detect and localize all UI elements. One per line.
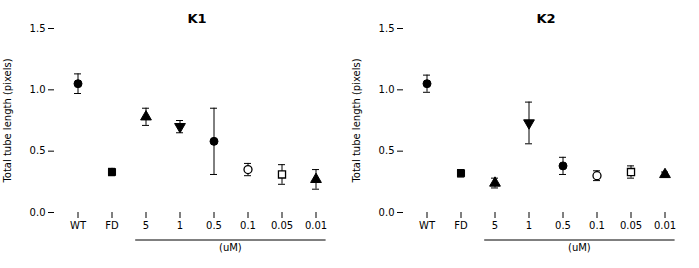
- svg-text:1.5: 1.5: [30, 23, 46, 34]
- svg-text:K2: K2: [536, 11, 555, 26]
- svg-text:0.5: 0.5: [555, 220, 571, 231]
- svg-text:Total tube length (pixels): Total tube length (pixels): [351, 58, 362, 183]
- svg-text:1: 1: [526, 220, 532, 231]
- svg-text:FD: FD: [105, 220, 119, 231]
- svg-text:0.5: 0.5: [30, 145, 46, 156]
- svg-text:(uM): (uM): [219, 242, 242, 253]
- svg-text:1: 1: [177, 220, 183, 231]
- svg-text:0.1: 0.1: [589, 220, 605, 231]
- svg-text:0.5: 0.5: [206, 220, 222, 231]
- svg-text:WT: WT: [70, 220, 87, 231]
- svg-text:WT: WT: [419, 220, 436, 231]
- svg-text:1.0: 1.0: [30, 84, 46, 95]
- svg-text:5: 5: [492, 220, 498, 231]
- svg-text:0.01: 0.01: [305, 220, 327, 231]
- svg-text:0.5: 0.5: [379, 145, 395, 156]
- svg-text:FD: FD: [454, 220, 468, 231]
- svg-text:1.0: 1.0: [379, 84, 395, 95]
- svg-text:0.01: 0.01: [654, 220, 676, 231]
- svg-text:5: 5: [143, 220, 149, 231]
- svg-text:K1: K1: [187, 11, 206, 26]
- svg-text:1.5: 1.5: [379, 23, 395, 34]
- svg-text:0.0: 0.0: [379, 207, 395, 218]
- svg-text:0.05: 0.05: [620, 220, 642, 231]
- svg-text:(uM): (uM): [568, 242, 591, 253]
- svg-text:0.1: 0.1: [240, 220, 256, 231]
- svg-text:0.05: 0.05: [271, 220, 293, 231]
- svg-text:Total tube length (pixels): Total tube length (pixels): [2, 58, 13, 183]
- svg-text:0.0: 0.0: [30, 207, 46, 218]
